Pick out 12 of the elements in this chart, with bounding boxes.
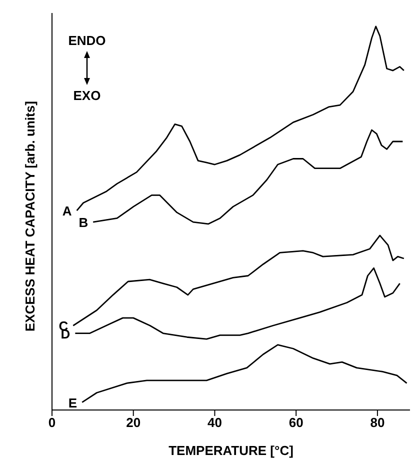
x-tick-label: 60 [288,415,304,430]
annotation: ENDO [68,33,106,48]
series-label: A [62,204,72,219]
x-tick-label: 0 [48,415,56,430]
x-tick-label: 80 [370,415,385,430]
series-label: E [68,395,78,410]
x-tick-label: 40 [207,415,222,430]
series-label: B [78,215,88,230]
annotation: EXO [73,88,101,103]
x-tick-label: 20 [126,415,141,430]
y-axis-title: EXCESS HEAT CAPACITY [arb. units] [22,101,38,332]
x-axis-title: TEMPERATURE [°C] [168,443,294,458]
